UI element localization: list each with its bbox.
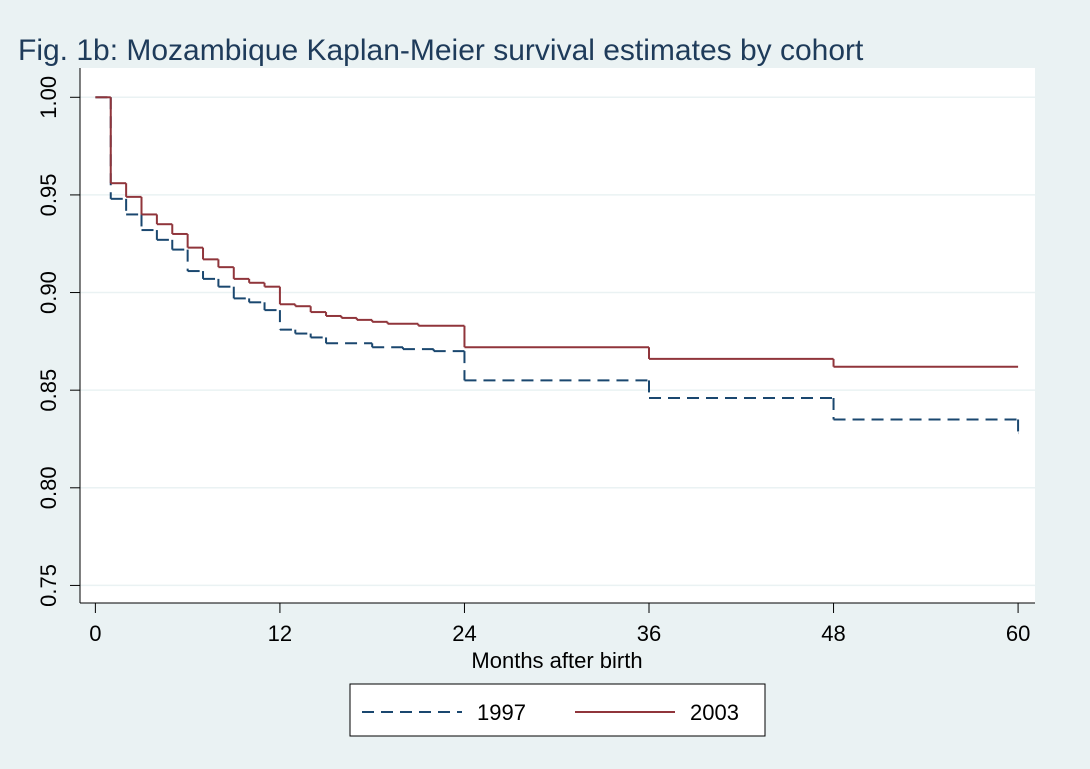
- x-axis-title: Months after birth: [471, 648, 642, 673]
- y-tick-label: 0.95: [36, 174, 61, 217]
- legend: [349, 683, 766, 737]
- x-tick-label: 24: [452, 621, 476, 646]
- x-tick-label: 12: [268, 621, 292, 646]
- plot-area: [80, 68, 1035, 603]
- legend-label: 1997: [477, 700, 526, 725]
- y-tick-label: 0.80: [36, 466, 61, 509]
- x-tick-label: 60: [1006, 621, 1030, 646]
- x-tick-label: 0: [89, 621, 101, 646]
- y-tick-label: 0.75: [36, 564, 61, 607]
- y-tick-label: 1.00: [36, 76, 61, 119]
- chart-title: Fig. 1b: Mozambique Kaplan-Meier surviva…: [18, 34, 864, 67]
- legend-label: 2003: [690, 700, 739, 725]
- x-tick-label: 36: [637, 621, 661, 646]
- y-tick-label: 0.85: [36, 369, 61, 412]
- x-tick-label: 48: [821, 621, 845, 646]
- y-tick-label: 0.90: [36, 271, 61, 314]
